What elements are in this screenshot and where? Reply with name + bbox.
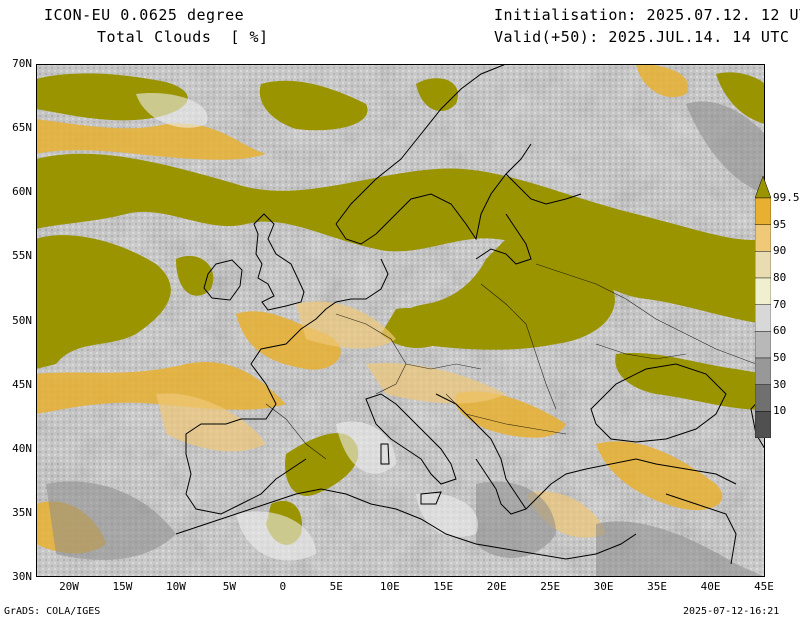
colorbar-swatch — [755, 251, 771, 279]
country-borders — [265, 263, 757, 460]
colorbar-arrow — [755, 176, 771, 199]
colorbar-swatch — [755, 197, 771, 225]
lat-label: 55N — [12, 249, 32, 263]
lat-label: 30N — [12, 570, 32, 583]
lon-label: 30E — [593, 580, 614, 593]
init-time: Initialisation: 2025.07.12. 12 UTC — [494, 6, 800, 24]
lat-label: 45N — [12, 377, 32, 391]
lat-label: 35N — [12, 505, 32, 519]
colorbar-label: 80 — [773, 271, 787, 284]
low-cloud-areas — [46, 101, 765, 577]
model-title: ICON-EU 0.0625 degree — [44, 6, 245, 24]
colorbar-label: 60 — [773, 324, 787, 338]
footer-credit: GrADS: COLA/IGES — [4, 606, 101, 617]
coastline-turkey — [635, 458, 737, 565]
coastline-italy — [365, 393, 457, 485]
lon-label: 5E — [329, 580, 343, 593]
colorbar-swatch — [755, 277, 771, 305]
colorbar — [755, 176, 771, 438]
coastline-scandinavia — [335, 64, 532, 245]
variable-title: Total Clouds [ %] — [97, 28, 269, 46]
clear-areas — [136, 93, 478, 561]
colorbar-label: 10 — [773, 404, 787, 418]
lon-label: 0 — [279, 580, 287, 593]
lon-label: 35E — [647, 580, 667, 593]
lon-label: 5W — [222, 580, 236, 593]
lon-label: 15E — [433, 580, 454, 593]
colorbar-swatch — [755, 357, 771, 385]
lon-label: 45E — [754, 580, 774, 593]
lat-label: 40N — [12, 441, 32, 455]
coastlines — [175, 64, 765, 565]
colorbar-swatch — [755, 304, 771, 332]
valid-time: Valid(+50): 2025.JUL.14. 14 UTC — [494, 28, 790, 46]
lat-label: 50N — [12, 313, 32, 327]
lat-label: 60N — [12, 185, 32, 199]
footer-timestamp: 2025-07-12-16:21 — [683, 606, 780, 617]
lon-label: 40E — [700, 580, 721, 593]
colorbar-label: 70 — [773, 297, 787, 311]
lat-label: 70N — [12, 57, 32, 70]
cloud-map — [36, 64, 765, 577]
colorbar-swatch — [755, 331, 771, 359]
lon-label: 20W — [59, 580, 79, 593]
coastline-balkans — [435, 393, 637, 515]
coastline-ireland — [203, 259, 243, 301]
coastline-baltic — [475, 173, 582, 265]
lon-label: 15W — [112, 580, 133, 593]
coastline-islands — [380, 443, 442, 505]
colorbar-label: 99.5 — [773, 191, 800, 204]
colorbar-label: 95 — [773, 217, 787, 231]
lon-label: 20E — [486, 580, 507, 593]
lat-label: 65N — [12, 121, 32, 135]
colorbar-swatch — [755, 224, 771, 252]
coastline-britain — [253, 213, 305, 311]
colorbar-label: 50 — [773, 351, 787, 364]
lon-label: 25E — [540, 580, 561, 593]
colorbar-swatch — [755, 411, 771, 438]
lon-label: 10W — [165, 580, 186, 593]
colorbar-label: 90 — [773, 244, 787, 258]
coastline-north-africa — [175, 488, 637, 560]
coastline-continent — [185, 258, 389, 515]
coastline-black-sea — [590, 363, 727, 443]
colorbar-swatch — [755, 384, 771, 412]
cloud-light — [156, 301, 606, 538]
colorbar-label: 30 — [773, 377, 787, 391]
lon-label: 10E — [379, 580, 400, 593]
